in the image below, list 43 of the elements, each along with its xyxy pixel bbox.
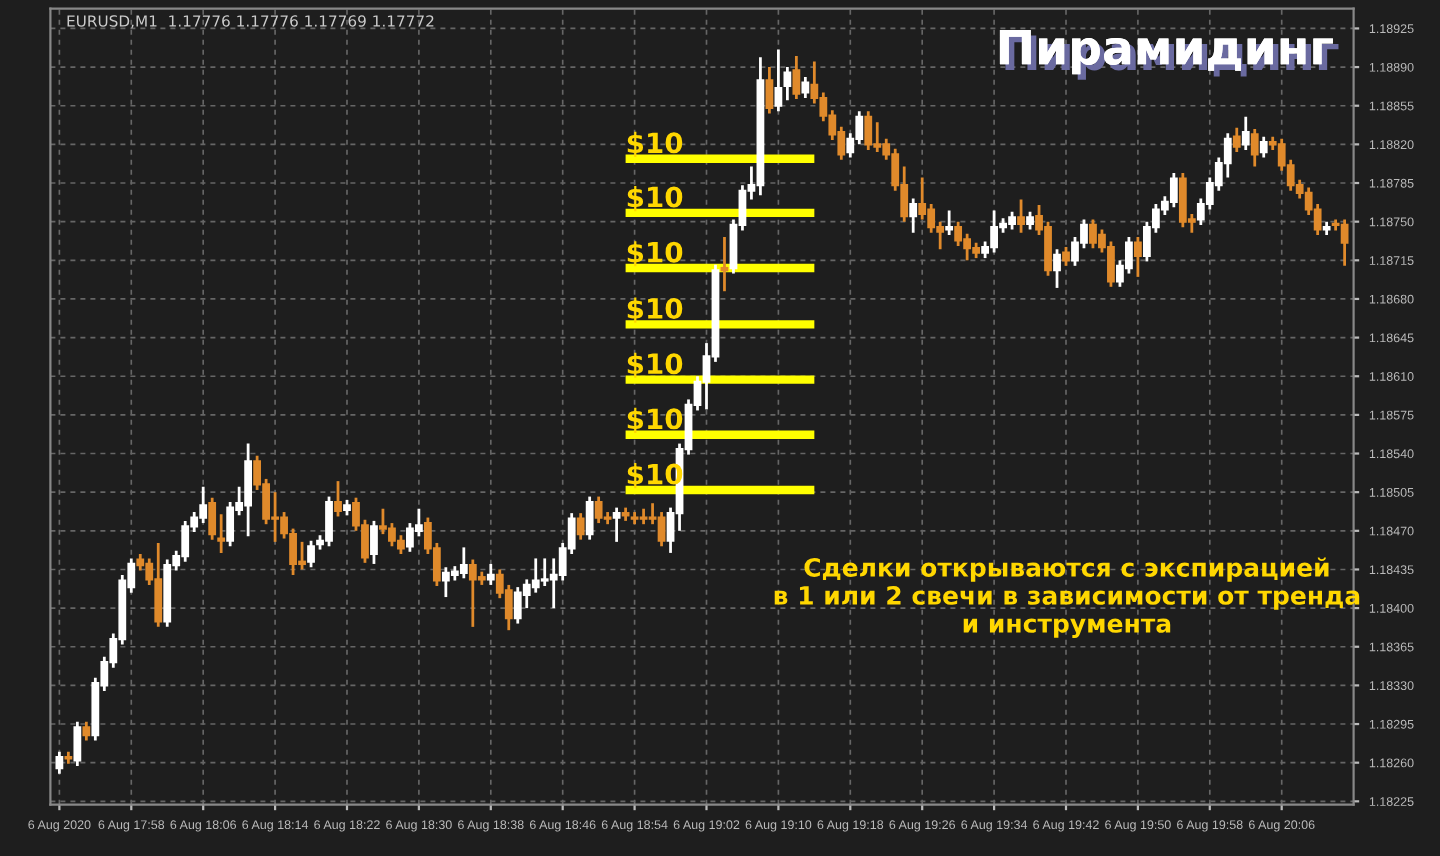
chart-title: Пирамидинг: [999, 29, 1339, 80]
candlestick: [459, 545, 468, 580]
series-label: $10: [627, 131, 683, 158]
candlestick: [1017, 198, 1025, 235]
candlestick: [334, 479, 342, 518]
candlestick: [801, 75, 810, 100]
candlestick: [954, 220, 963, 248]
series-label: $10: [627, 407, 683, 434]
candlestick: [909, 197, 918, 235]
candlestick: [585, 495, 594, 542]
candlestick: [1259, 135, 1268, 160]
candlestick: [1223, 131, 1232, 179]
candlestick: [1053, 247, 1061, 290]
candlestick: [1134, 235, 1142, 279]
candlestick: [55, 750, 64, 776]
candlestick: [720, 235, 729, 293]
candlestick: [576, 511, 585, 542]
series-label: $10: [627, 297, 683, 323]
candlestick: [918, 176, 927, 221]
candlestick: [486, 562, 495, 587]
series-label: $10: [627, 352, 683, 378]
candlestick: [226, 500, 235, 548]
candlestick: [1241, 115, 1250, 152]
series-label: $10: [627, 185, 683, 212]
candlestick: [307, 539, 315, 569]
candlestick: [765, 65, 774, 115]
candlestick: [1169, 171, 1178, 209]
candlestick: [370, 519, 378, 566]
candlestick: [657, 510, 666, 548]
candlestick: [774, 48, 783, 113]
candlestick: [1340, 218, 1349, 268]
candlestick: [945, 209, 954, 237]
candlestick: [792, 54, 801, 101]
candlestick: [864, 109, 873, 152]
candlestick: [73, 720, 82, 768]
candlestick: [1062, 245, 1070, 268]
annotation: Сделки открываются с экспирацией в 1 или 2 свечи в зависимости от тренда и инструмента: [774, 557, 1360, 638]
candlestick: [612, 506, 621, 544]
candlestick: [82, 720, 91, 742]
candlestick: [208, 496, 217, 542]
candlestick: [1250, 127, 1259, 168]
series-label: $10: [627, 241, 683, 267]
candlestick: [1232, 126, 1241, 154]
